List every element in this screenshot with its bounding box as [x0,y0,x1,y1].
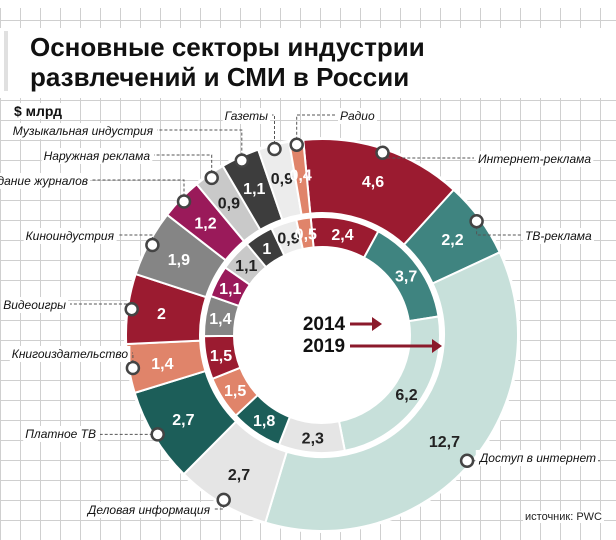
category-label-bg [523,228,594,244]
inner-value-label: 1 [262,241,271,258]
legend-year-2014-arrow [350,317,382,331]
outer-value-label: 0,9 [218,195,240,212]
category-label: Платное ТВ [25,427,96,441]
label-marker [267,141,282,157]
outer-value-label: 2 [157,306,166,323]
legend-year-2019: 2019 [303,336,345,357]
category-label-bg [338,108,377,124]
label-marker [289,137,304,152]
top-margin [0,0,616,8]
category-label: Киноиндустрия [26,229,115,243]
leader-line [154,154,213,178]
category-label-bg [9,346,131,362]
outer-value-label: 2,7 [172,412,194,429]
category-label: Интернет-реклама [478,152,591,166]
inner-value-label: 1,8 [253,413,275,430]
category-label: Книгоиздательство [12,347,129,361]
inner-value-label: 2,4 [331,227,353,244]
title-accent [4,31,8,91]
leader-line [70,303,133,310]
ring-separator [200,213,444,457]
outer-value-label: 0,9 [271,171,293,188]
title-block: Основные секторы индустрии развлечений и… [0,28,616,98]
unit-label: $ млрд [14,103,63,119]
category-label-bg [476,151,594,167]
category-label: Газеты [225,109,269,123]
label-marker [150,427,165,442]
outer-value-label: 1,1 [243,181,265,198]
label-marker [125,360,141,376]
leader-line [92,179,185,202]
outer-value-label: 1,9 [168,252,190,269]
outer-value-label: 2,7 [228,467,250,484]
inner-value-label: 1,5 [210,348,232,365]
label-marker [124,301,139,317]
inner-value-label: 2,3 [302,431,324,448]
category-label-bg [222,108,271,124]
outer-value-label: 1,2 [194,215,216,232]
label-marker [234,153,250,168]
category-label: Радио [340,109,375,123]
inner-value-label: 3,7 [395,269,417,286]
category-label: Наружная реклама [44,149,151,163]
inner-value-label: 1,1 [219,281,241,298]
label-marker [216,492,231,508]
category-label: Издание журналов [0,174,88,188]
leader-line [157,129,243,161]
outer-value-label: 1,4 [151,356,173,373]
category-label: ТВ-реклама [525,229,592,243]
label-marker [176,194,192,209]
source-note: источник: PWC [523,511,604,523]
inner-value-label: 1,5 [224,383,246,400]
legend-year-2014: 2014 [303,314,346,335]
category-label-bg [10,123,156,139]
leader-line [296,114,336,145]
category-label-bg [23,426,99,442]
category-label-bg [475,450,598,466]
chart-title-line2: развлечений и СМИ в России [30,62,410,92]
legend-year-2019-arrow [350,339,442,353]
inner-value-label: 0,9 [277,231,299,248]
leader-line [272,114,275,149]
inner-value-label: 6,2 [395,387,417,404]
category-label-bg [83,502,213,518]
label-marker [145,237,160,253]
category-label-bg [0,173,90,189]
label-marker [459,453,475,469]
donut-hole [234,247,410,423]
category-label: Деловая информация [86,503,211,517]
label-marker [204,170,219,186]
label-marker [375,145,390,161]
category-label: Музыкальная индустрия [13,124,154,138]
inner-value-label: 1,1 [235,258,257,275]
leader-line [214,499,225,510]
category-label-bg [41,148,153,164]
outer-value-label: 0,4 [289,167,311,184]
label-marker [469,213,484,229]
category-label: Доступ в интернет [478,451,596,465]
category-label: Видеоигры [3,298,66,312]
chart-title-line1: Основные секторы индустрии [30,32,425,62]
outer-value-label: 4,6 [362,174,384,191]
category-label-bg [23,228,117,244]
inner-value-label: 1,4 [209,311,231,328]
outer-value-label: 12,7 [429,434,460,451]
outer-value-label: 2,2 [441,232,463,249]
inner-value-label: 0,5 [295,226,317,243]
category-label-bg [1,297,69,313]
leader-line [118,234,153,245]
